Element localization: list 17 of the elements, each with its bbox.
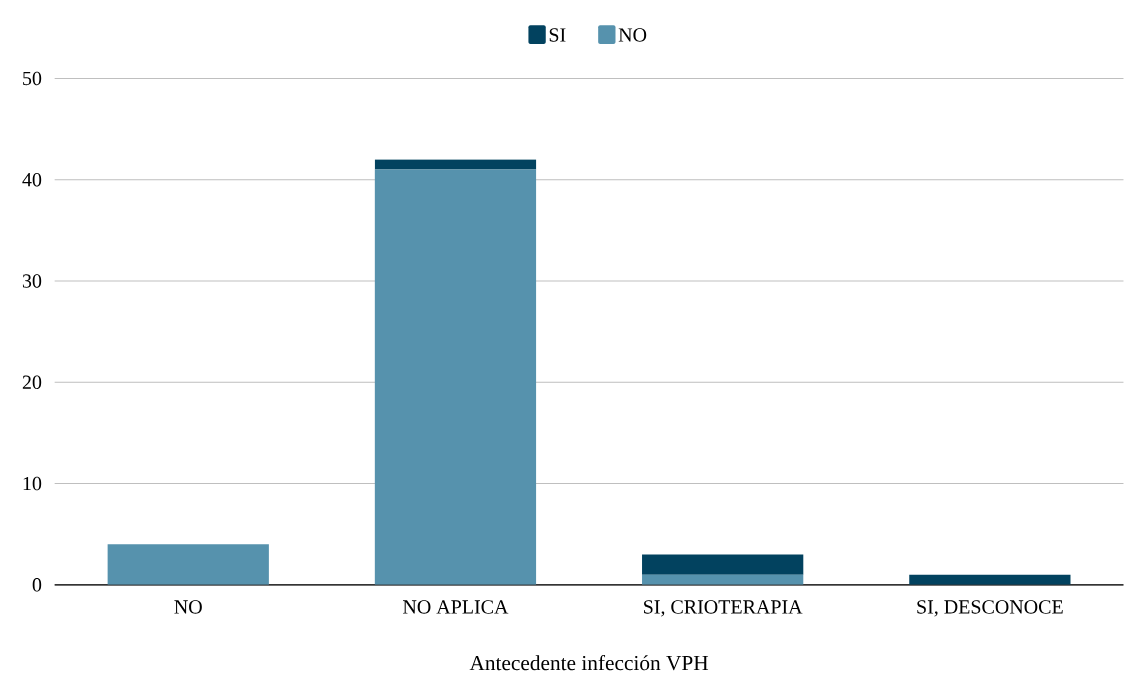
x-tick-label: NO APLICA [403, 600, 509, 614]
x-tick-label: SI, CRIOTERAPIA [644, 600, 803, 617]
legend-label: SI [549, 28, 566, 42]
y-tick-label: 20 [22, 375, 42, 390]
bar [374, 159, 537, 170]
y-tick-label: 10 [23, 476, 42, 491]
bar [642, 554, 804, 575]
y-tick-label: 0 [32, 578, 42, 592]
y-tick-label: 50 [23, 71, 42, 86]
y-tick-label: 40 [22, 173, 42, 187]
x-tick-label: NO [174, 600, 202, 614]
x-axis-title: Antecedente infección VPH [469, 655, 709, 671]
bar [107, 544, 269, 586]
bar [374, 169, 537, 586]
x-tick-label: SI, DESCONOCE [917, 600, 1063, 617]
legend-label: NO [618, 28, 647, 42]
y-tick-label: 30 [22, 274, 42, 288]
